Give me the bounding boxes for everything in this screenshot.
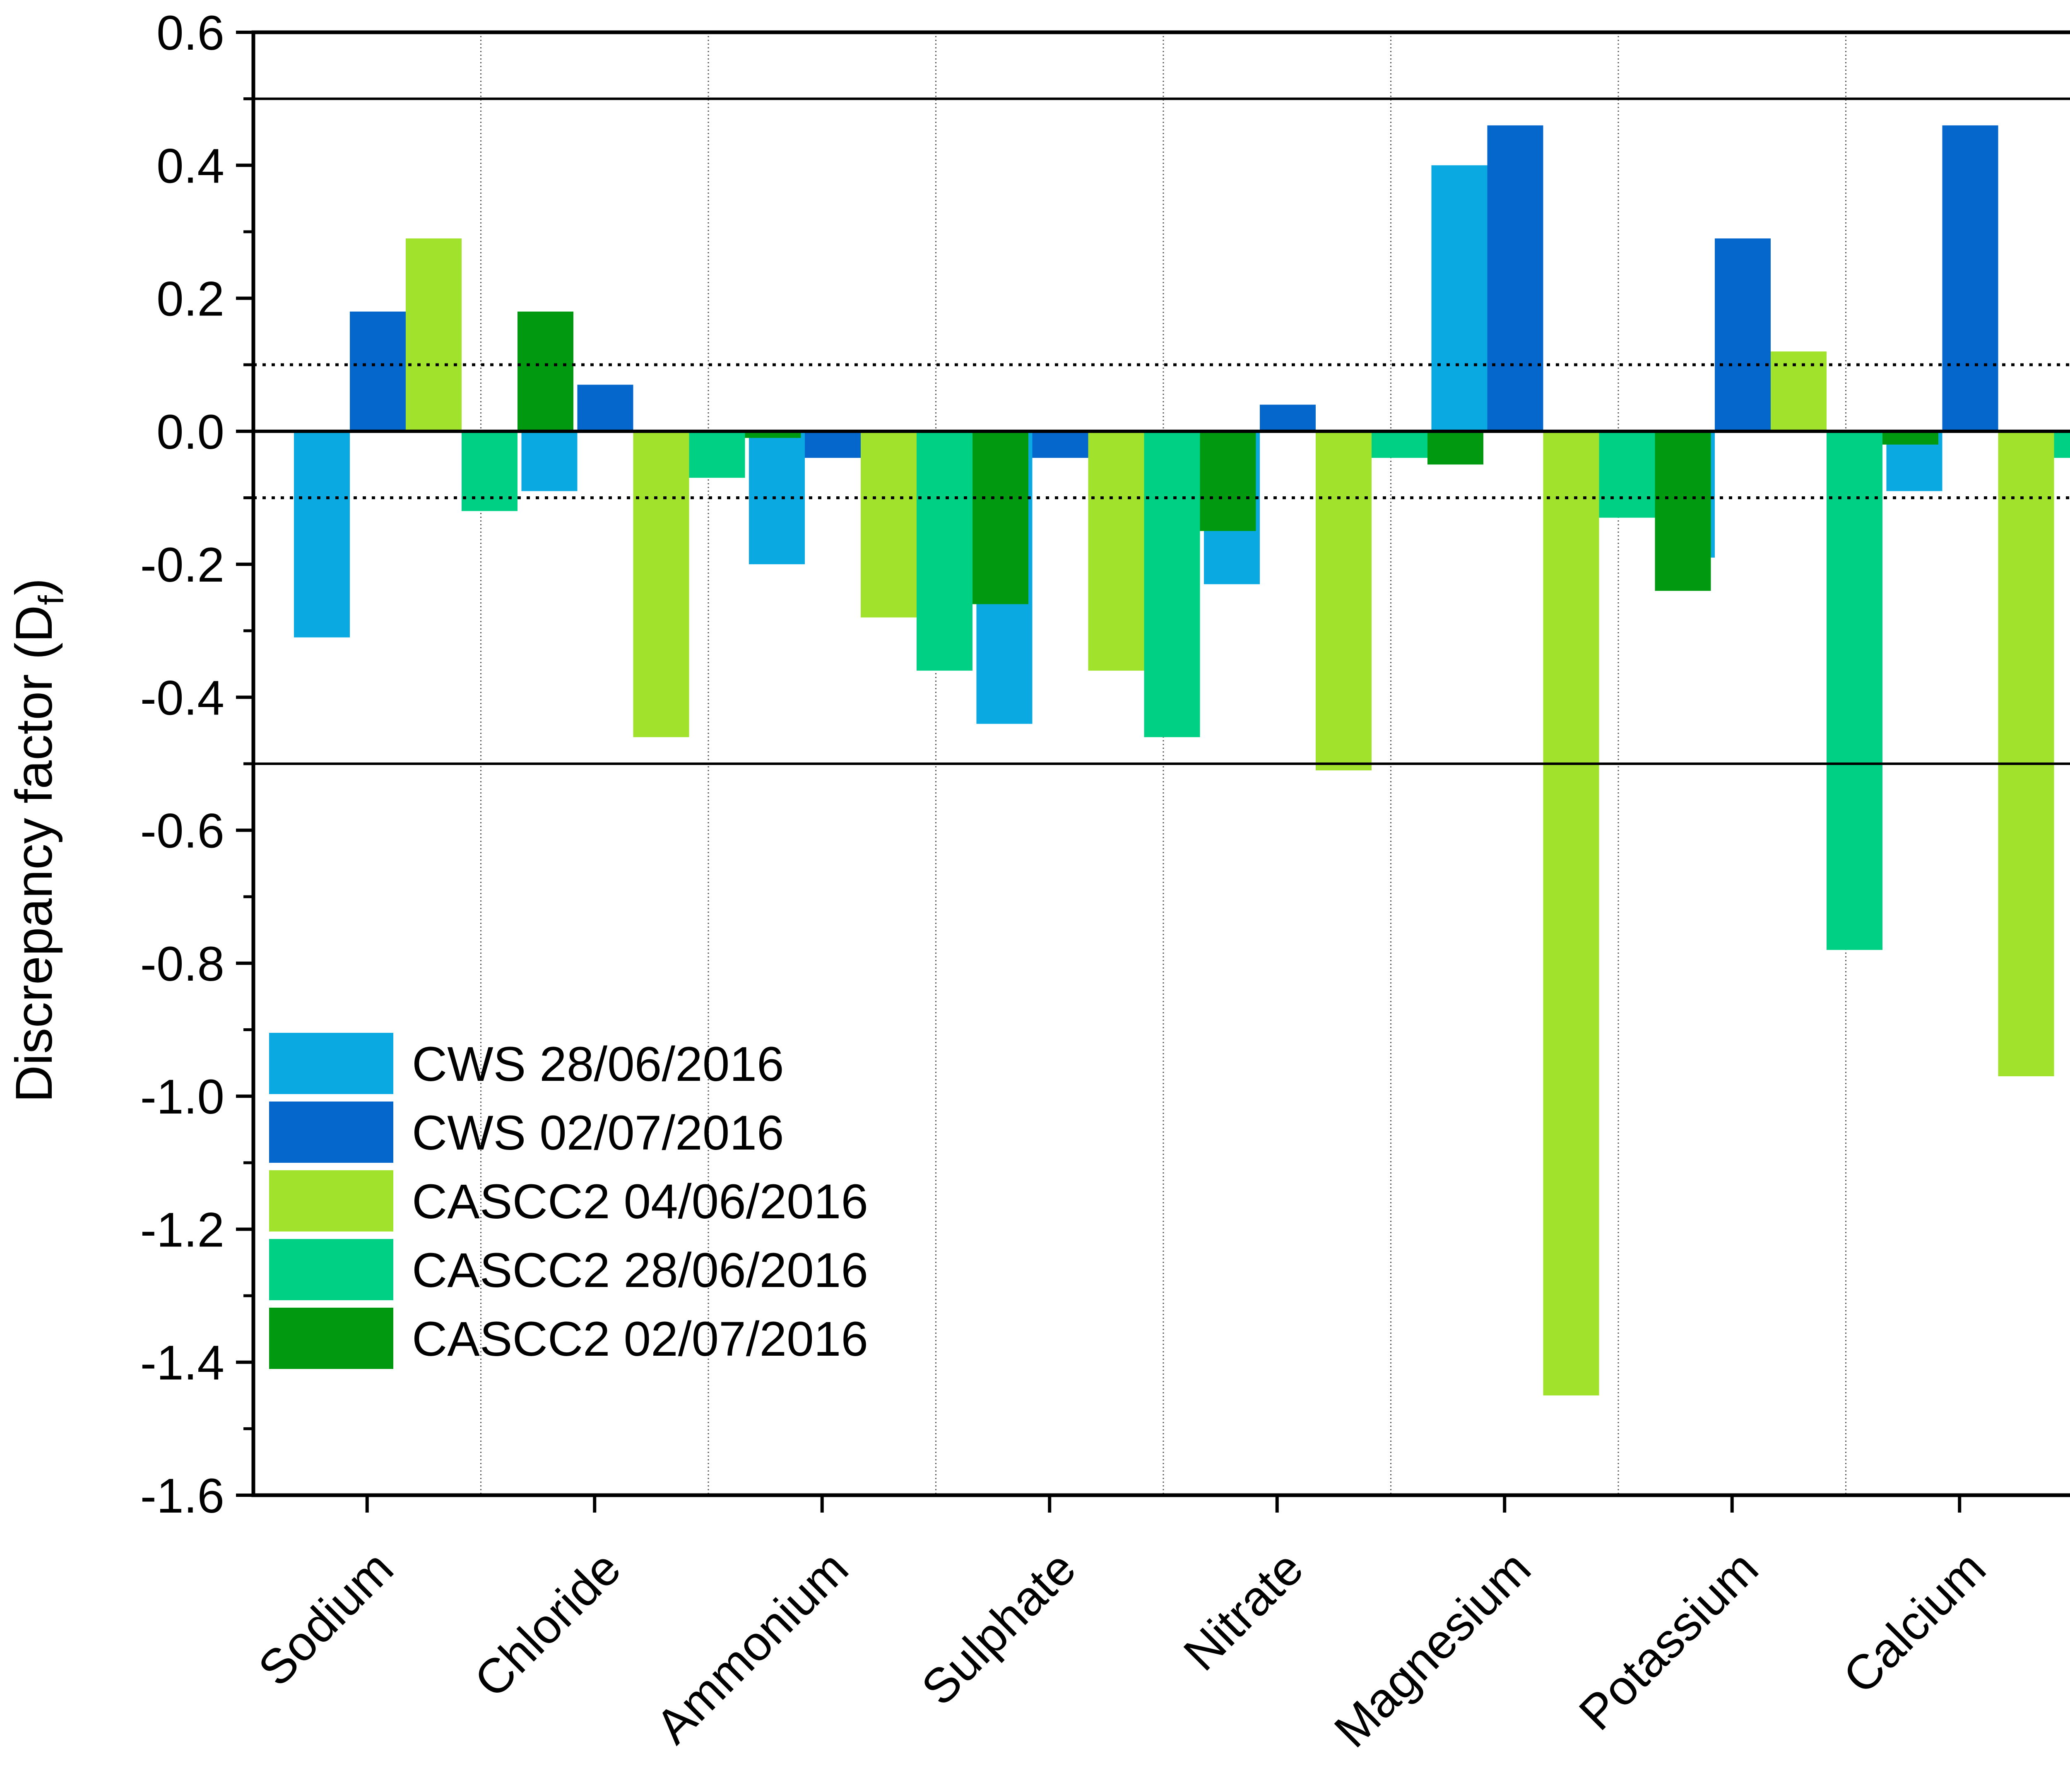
y-tick-label: -1.6 bbox=[140, 1469, 224, 1523]
legend-swatch bbox=[269, 1308, 393, 1369]
y-axis-title-main: Discrepancy factor (D bbox=[5, 605, 63, 1103]
bar-magnesium-series-3 bbox=[1543, 431, 1599, 1395]
y-tick-label: 0.2 bbox=[156, 272, 224, 327]
x-tick-label-potassium: Potassium bbox=[1569, 1541, 1769, 1741]
bar-calcium-series-3 bbox=[1998, 431, 2054, 1076]
bar-chloride-series-2 bbox=[578, 385, 633, 431]
legend-swatch bbox=[269, 1033, 393, 1094]
bar-ammonium-series-3 bbox=[861, 431, 917, 618]
bar-potassium-series-3 bbox=[1771, 351, 1827, 431]
bar-sodium-series-5 bbox=[518, 312, 573, 431]
y-tick-label: -0.8 bbox=[140, 937, 224, 991]
y-tick-label: -0.6 bbox=[140, 804, 224, 859]
x-tick-label-nitrate: Nitrate bbox=[1173, 1541, 1314, 1681]
y-axis-title-close: ) bbox=[5, 578, 63, 596]
x-tick-label-sodium: Sodium bbox=[248, 1541, 404, 1696]
x-tick-label-sulphate: Sulphate bbox=[911, 1541, 1086, 1716]
bar-chloride-series-4 bbox=[689, 431, 745, 478]
bar-magnesium-series-1 bbox=[1432, 165, 1488, 431]
bar-potassium-series-4 bbox=[1827, 431, 1882, 950]
bar-potassium-series-5 bbox=[1882, 431, 1938, 445]
x-tick-label-chloride: Chloride bbox=[464, 1541, 631, 1708]
legend-label: CASCC2 28/06/2016 bbox=[412, 1243, 868, 1298]
y-tick-label: -1.0 bbox=[140, 1070, 224, 1124]
bar-sulphate-series-5 bbox=[1200, 431, 1256, 531]
bar-sodium-series-3 bbox=[406, 238, 462, 431]
legend-label: CWS 28/06/2016 bbox=[412, 1037, 784, 1092]
y-tick-label: 0.4 bbox=[156, 139, 224, 193]
x-tick-label-calcium: Calcium bbox=[1833, 1541, 1996, 1704]
bar-nitrate-series-3 bbox=[1316, 431, 1372, 770]
bar-ammonium-series-4 bbox=[917, 431, 972, 671]
legend: CWS 28/06/2016 CWS 02/07/2016 CASCC2 04/06… bbox=[269, 1033, 868, 1369]
y-tick-label: 0.6 bbox=[156, 6, 224, 60]
bar-magnesium-series-2 bbox=[1488, 125, 1543, 431]
bar-ammonium-series-5 bbox=[972, 431, 1028, 604]
x-tick-label-magnesium: Magnesium bbox=[1324, 1541, 1541, 1758]
y-tick-label: 0.0 bbox=[156, 405, 224, 459]
legend-label: CASCC2 04/06/2016 bbox=[412, 1174, 868, 1229]
y-axis-title-subscript: f bbox=[32, 595, 71, 605]
bar-sulphate-series-4 bbox=[1144, 431, 1200, 737]
bar-sulphate-series-2 bbox=[1033, 431, 1088, 458]
legend-swatch bbox=[269, 1170, 393, 1232]
y-axis-title: Discrepancy factor (Df) bbox=[5, 578, 71, 1103]
bar-sulphate-series-3 bbox=[1088, 431, 1144, 671]
bar-sodium-series-1 bbox=[294, 431, 350, 637]
bar-calcium-series-4 bbox=[2054, 431, 2070, 458]
bar-magnesium-series-4 bbox=[1599, 431, 1655, 518]
y-tick-label: -0.2 bbox=[140, 538, 224, 592]
legend-swatch bbox=[269, 1239, 393, 1300]
bar-sodium-series-2 bbox=[350, 312, 406, 431]
legend-swatch bbox=[269, 1102, 393, 1163]
bar-nitrate-series-4 bbox=[1372, 431, 1427, 458]
bar-nitrate-series-5 bbox=[1427, 431, 1483, 464]
y-tick-label: -1.4 bbox=[140, 1336, 224, 1390]
legend-label: CASCC2 02/07/2016 bbox=[412, 1312, 868, 1366]
bar-chloride-series-3 bbox=[633, 431, 689, 737]
bar-magnesium-series-5 bbox=[1655, 431, 1711, 591]
y-tick-label: -1.2 bbox=[140, 1203, 224, 1257]
bar-calcium-series-2 bbox=[1942, 125, 1998, 431]
bar-ammonium-series-2 bbox=[805, 431, 861, 458]
bar-nitrate-series-2 bbox=[1260, 405, 1316, 431]
legend-label: CWS 02/07/2016 bbox=[412, 1106, 784, 1160]
bar-chloride-series-1 bbox=[522, 431, 578, 491]
x-tick-label-ammonium: Ammonium bbox=[645, 1541, 859, 1754]
y-tick-label: -0.4 bbox=[140, 671, 224, 725]
y-axis-label: Discrepancy factor (Df) bbox=[5, 578, 71, 1103]
bar-potassium-series-2 bbox=[1715, 238, 1771, 431]
